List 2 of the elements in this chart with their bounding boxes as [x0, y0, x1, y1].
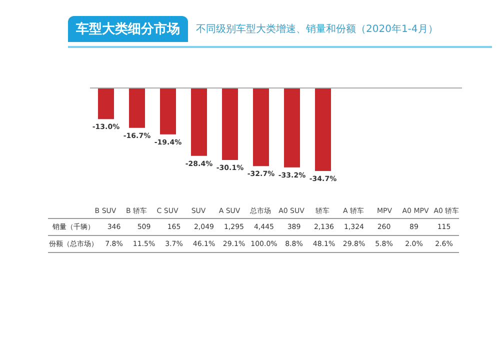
chart-subtitle: 不同级别车型大类增速、销量和份额（2020年1-4月） — [196, 22, 438, 36]
chart-title: 车型大类细分市场 — [68, 16, 188, 42]
